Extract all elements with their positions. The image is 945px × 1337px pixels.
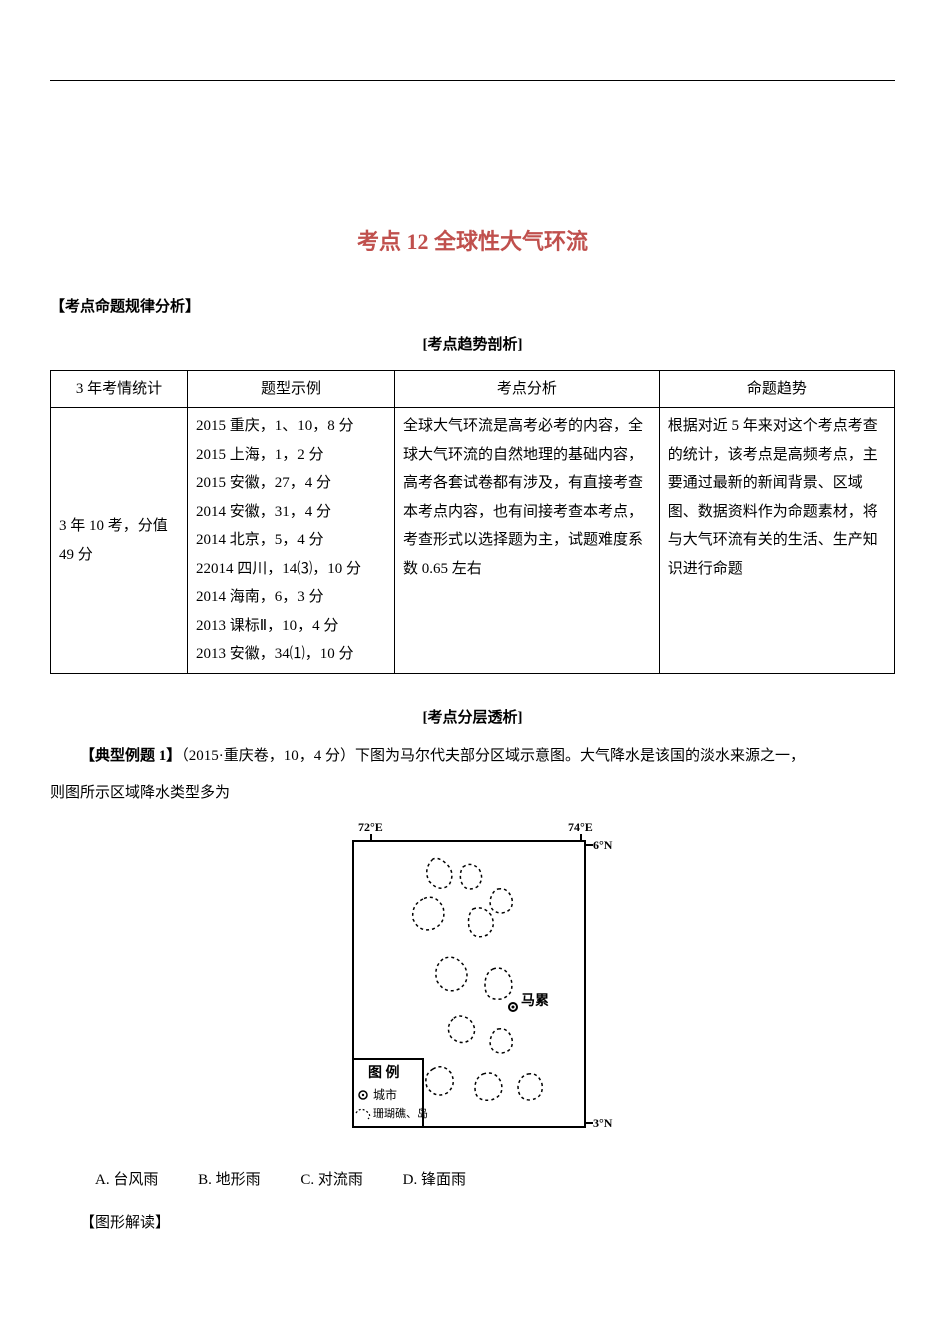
example-item: 2013 课标Ⅱ，10，4 分 — [196, 612, 386, 641]
cell-analysis: 全球大气环流是高考必考的内容，全球大气环流的自然地理的基础内容，高考各套试卷都有… — [395, 408, 660, 674]
map-figure: 72°E 74°E 6°N 3°N 马累 — [50, 819, 895, 1150]
lon-left-label: 72°E — [358, 820, 383, 834]
th-examples: 题型示例 — [188, 370, 395, 408]
cell-examples: 2015 重庆，1、10，8 分 2015 上海，1，2 分 2015 安徽，2… — [188, 408, 395, 674]
example1-source: （2015·重庆卷，10，4 分） — [181, 748, 355, 764]
top-rule — [50, 80, 895, 81]
th-analysis: 考点分析 — [395, 370, 660, 408]
page-title: 考点 12 全球性大气环流 — [50, 221, 895, 263]
trend-title: [考点趋势剖析] — [50, 331, 895, 360]
table-row: 3 年 10 考，分值 49 分 2015 重庆，1、10，8 分 2015 上… — [51, 408, 895, 674]
example1-intro: 【典型例题 1】（2015·重庆卷，10，4 分）下图为马尔代夫部分区域示意图。… — [50, 742, 895, 771]
city-label: 马累 — [521, 993, 549, 1009]
option-c: C. 对流雨 — [300, 1166, 363, 1195]
example-item: 2015 上海，1，2 分 — [196, 441, 386, 470]
cell-stats: 3 年 10 考，分值 49 分 — [51, 408, 188, 674]
example-item: 2015 重庆，1、10，8 分 — [196, 412, 386, 441]
maldives-map-svg: 72°E 74°E 6°N 3°N 马累 — [323, 819, 623, 1139]
example-item: 2013 安徽，34⑴，10 分 — [196, 640, 386, 669]
table-header-row: 3 年考情统计 题型示例 考点分析 命题趋势 — [51, 370, 895, 408]
cell-trend: 根据对近 5 年来对这个考点考查的统计，该考点是高频考点，主要通过最新的新闻背景… — [659, 408, 894, 674]
example1-label: 【典型例题 1】 — [80, 748, 181, 764]
section-label: 【考点命题规律分析】 — [50, 293, 895, 322]
legend-reef: 珊瑚礁、岛 — [373, 1106, 428, 1120]
lat-top-label: 6°N — [593, 838, 613, 852]
lat-bottom-label: 3°N — [593, 1116, 613, 1130]
figure-analysis-label: 【图形解读】 — [50, 1209, 895, 1238]
city-dot — [511, 1006, 514, 1009]
legend-city: 城市 — [373, 1087, 397, 1102]
th-trend: 命题趋势 — [659, 370, 894, 408]
trend-table: 3 年考情统计 题型示例 考点分析 命题趋势 3 年 10 考，分值 49 分 … — [50, 370, 895, 674]
reef-shapes — [412, 859, 542, 1101]
example-item: 22014 四川，14⑶，10 分 — [196, 555, 386, 584]
th-stats: 3 年考情统计 — [51, 370, 188, 408]
example-item: 2014 北京，5，4 分 — [196, 526, 386, 555]
legend-title: 图 例 — [368, 1064, 400, 1081]
option-b: B. 地形雨 — [198, 1166, 261, 1195]
example-item: 2015 安徽，27，4 分 — [196, 469, 386, 498]
example-item: 2014 安徽，31，4 分 — [196, 498, 386, 527]
example1-text1: 下图为马尔代夫部分区域示意图。大气降水是该国的淡水来源之一， — [355, 748, 805, 764]
option-a: A. 台风雨 — [95, 1166, 158, 1195]
option-d: D. 锋面雨 — [403, 1166, 466, 1195]
answer-options: A. 台风雨 B. 地形雨 C. 对流雨 D. 锋面雨 — [95, 1166, 895, 1195]
example1-text2: 则图所示区域降水类型多为 — [50, 779, 895, 808]
layer-title: [考点分层透析] — [50, 704, 895, 733]
example-item: 2014 海南，6，3 分 — [196, 583, 386, 612]
lon-right-label: 74°E — [568, 820, 593, 834]
